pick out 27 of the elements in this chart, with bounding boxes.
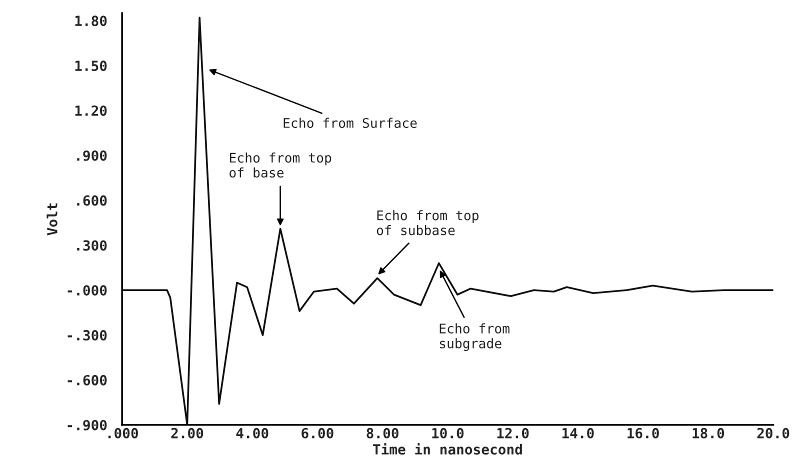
x-tick-label: 10.0 (432, 428, 464, 438)
x-tick-label: 16.0 (628, 428, 659, 438)
y-tick-label: .900 (77, 150, 107, 161)
y-tick-label: -.900 (68, 420, 107, 430)
annotation: Echo from top of base (230, 152, 332, 178)
annotation: Echo from subgrade (440, 323, 510, 352)
y-tick-label: 1.20 (75, 105, 107, 116)
x-tick-label: 18.0 (692, 428, 724, 438)
x-axis-title: Time in nanosecond (373, 443, 522, 455)
y-tick-label: 1.80 (75, 16, 107, 26)
annotation: Echo from top of subbase (376, 210, 479, 236)
y-tick-label: 1.50 (75, 60, 107, 72)
x-tick-label: 20.0 (757, 428, 790, 438)
x-tick-label: 4.00 (236, 428, 268, 438)
x-tick-label: .000 (108, 428, 138, 438)
y-tick-label: .600 (77, 195, 107, 206)
x-tick-label: 6.00 (302, 428, 334, 438)
y-tick-label: -.000 (68, 285, 107, 296)
x-tick-label: 12.0 (497, 428, 529, 438)
y-tick-label: -.300 (68, 330, 107, 341)
y-tick-label: .300 (77, 240, 107, 251)
annotation: Echo from Surface (284, 118, 417, 128)
x-tick-label: 8.00 (366, 428, 398, 438)
y-axis-title: Volt (46, 203, 58, 236)
x-tick-label: 14.0 (562, 428, 594, 438)
y-tick-label: -.600 (68, 374, 107, 386)
x-tick-label: 2.00 (171, 428, 204, 438)
